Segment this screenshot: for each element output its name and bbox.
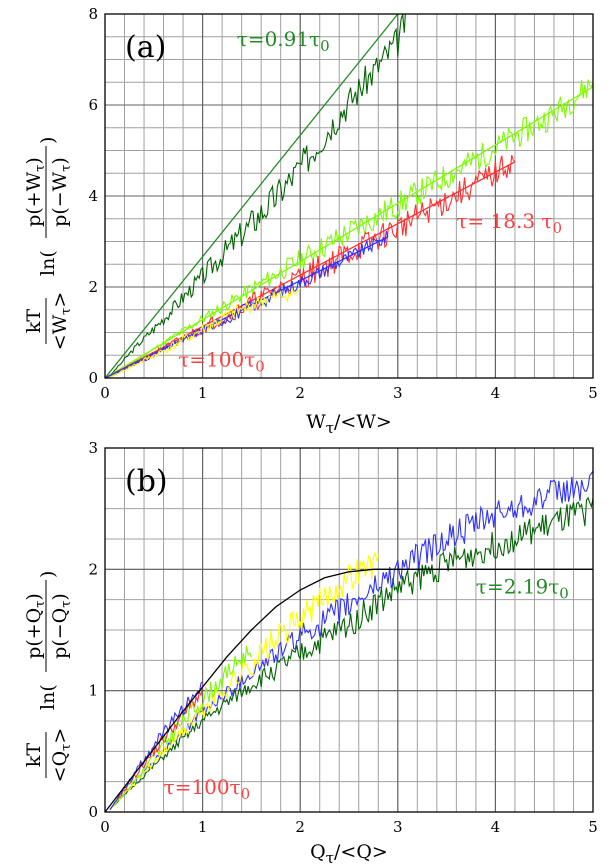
x-tick-label: 0 [100,818,110,836]
svg-text:ln(: ln( [37,684,59,710]
svg-text:ln(: ln( [37,250,59,276]
x-tick-label: 2 [295,818,305,836]
y-axis-label: kT <Wτ> ln( p(+Wτ)p(−Wτ)) [23,137,74,351]
series-line-0 [109,496,593,810]
series-line-5 [109,681,203,810]
y-tick-label: 0 [88,369,98,387]
x-tick-label: 5 [588,818,598,836]
y-tick-label: 2 [88,560,98,578]
x-tick-label: 3 [393,818,403,836]
x-tick-label: 1 [198,818,208,836]
series-annotation: τ= 18.3 τ0 [456,209,562,237]
series-line-3 [109,645,252,810]
series-line-8 [109,287,301,378]
x-tick-label: 4 [491,384,501,402]
x-tick-label: 5 [588,384,598,402]
svg-text:): ) [37,571,59,578]
svg-text:<Wτ>: <Wτ> [49,292,74,351]
x-tick-label: 3 [393,384,403,402]
x-tick-label: 2 [295,384,305,402]
series-line-3 [105,86,593,378]
y-tick-label: 0 [88,803,98,821]
x-axis-label: Qτ/<Q> [310,841,388,866]
series-group [105,14,593,378]
series-line-0 [109,14,406,377]
svg-text:p(+Wτ): p(+Wτ) [23,157,48,227]
plot-frame [104,447,594,813]
series-line-2 [109,552,379,810]
x-tick-label: 0 [100,384,110,402]
x-tick-label: 4 [491,818,501,836]
svg-text:kT: kT [23,309,45,334]
y-tick-label: 8 [88,5,98,23]
series-annotation: τ=0.91τ0 [237,27,330,55]
series-annotation: τ=100τ0 [164,775,251,803]
plot-frame [104,13,594,379]
panel-a: 0 1 2 3 4 5 0 2 4 6 8 (a) Wτ/<W> kT <Wτ> ln( p(+Wτ)p(−Wτ… [23,5,598,437]
panel-b: 0 1 2 3 4 5 0 1 2 3 (b) Qτ/<Q> kT <Qτ> ln( p(+Qτ)p(−Qτ)… [23,439,598,866]
y-axis-label: kT <Qτ> ln( p(+Qτ)p(−Qτ)) [23,571,74,783]
y-tick-label: 6 [88,96,98,114]
series-line-1 [109,470,593,810]
y-tick-label: 2 [88,278,98,296]
svg-text:p(−Qτ): p(−Qτ) [49,593,74,659]
series-line-1 [105,14,399,378]
svg-text:): ) [37,137,59,144]
series-line-4 [109,684,204,810]
svg-text:<Qτ>: <Qτ> [49,728,74,783]
svg-text:kT: kT [23,743,45,768]
series-line-6 [105,568,593,812]
x-axis-label: Wτ/<W> [306,411,392,437]
series-annotation: τ=100τ0 [178,348,265,376]
series-annotation: τ=2.19τ0 [476,575,569,603]
grid [105,14,593,378]
series-line-7 [105,236,389,378]
y-tick-label: 4 [88,187,98,205]
y-tick-label: 3 [88,439,98,457]
y-tick-label: 1 [88,682,98,700]
panel-label: (b) [125,464,168,499]
svg-text:p(−Wτ): p(−Wτ) [49,157,74,227]
panel-label: (a) [125,30,166,65]
x-tick-label: 1 [198,384,208,402]
series-line-6 [109,231,389,378]
svg-text:p(+Qτ): p(+Qτ) [23,593,48,659]
series-group [105,470,593,812]
